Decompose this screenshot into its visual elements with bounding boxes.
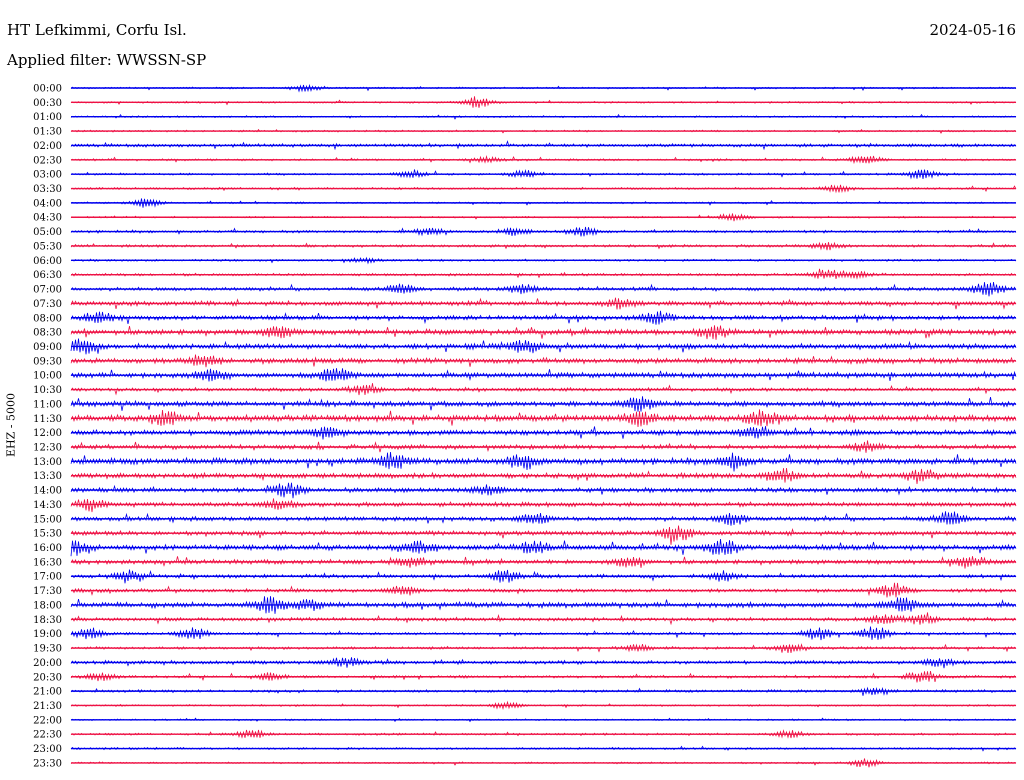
time-label: 16:30 <box>33 557 62 568</box>
time-label: 20:00 <box>33 658 62 669</box>
time-label: 03:00 <box>33 170 62 181</box>
date-label: 2024-05-16 <box>929 21 1016 39</box>
trace-0500 <box>70 226 1017 237</box>
time-label: 08:30 <box>33 328 62 339</box>
time-label: 03:30 <box>33 184 62 195</box>
time-label: 09:30 <box>33 356 62 367</box>
trace-1800 <box>70 596 1017 614</box>
trace-0630 <box>70 268 1017 280</box>
time-label: 06:00 <box>33 256 62 267</box>
trace-0930 <box>70 354 1017 368</box>
time-label: 22:30 <box>33 730 62 741</box>
trace-1530 <box>70 525 1017 545</box>
time-label: 15:00 <box>33 514 62 525</box>
time-label: 07:00 <box>33 285 62 296</box>
time-label: 07:30 <box>33 299 62 310</box>
time-label: 12:30 <box>33 443 62 454</box>
time-label: 11:00 <box>33 399 62 410</box>
time-label: 14:00 <box>33 486 62 497</box>
time-label: 15:30 <box>33 529 62 540</box>
time-label: 16:00 <box>33 543 62 554</box>
time-label: 01:30 <box>33 127 62 138</box>
time-label: 06:30 <box>33 270 62 281</box>
station-title: HT Lefkimmi, Corfu Isl. <box>7 21 187 39</box>
trace-0800 <box>70 310 1017 325</box>
time-label: 01:00 <box>33 112 62 123</box>
trace-2000 <box>70 657 1017 669</box>
trace-1600 <box>70 539 1017 557</box>
trace-1630 <box>70 556 1017 569</box>
trace-0730 <box>70 297 1017 310</box>
time-label: 21:00 <box>33 687 62 698</box>
time-label: 17:30 <box>33 586 62 597</box>
time-label: 13:30 <box>33 471 62 482</box>
time-label: 23:00 <box>33 744 62 755</box>
time-label: 22:00 <box>33 715 62 726</box>
time-label: 13:00 <box>33 457 62 468</box>
time-label: 00:00 <box>33 84 62 95</box>
trace-0830 <box>70 325 1017 340</box>
time-label: 02:30 <box>33 155 62 166</box>
trace-1230 <box>70 440 1017 453</box>
trace-1130 <box>70 409 1017 427</box>
time-label: 05:30 <box>33 241 62 252</box>
trace-1330 <box>70 467 1017 485</box>
time-label: 11:30 <box>33 414 62 425</box>
time-label: 17:00 <box>33 572 62 583</box>
time-label: 23:30 <box>33 758 62 769</box>
time-label: 00:30 <box>33 98 62 109</box>
trace-1400 <box>70 482 1017 499</box>
time-label: 19:00 <box>33 629 62 640</box>
trace-1500 <box>70 511 1017 526</box>
trace-0900 <box>70 338 1017 355</box>
trace-1000 <box>70 368 1017 382</box>
trace-1200 <box>70 426 1017 440</box>
trace-1700 <box>70 569 1017 584</box>
time-label: 19:30 <box>33 644 62 655</box>
time-label: 12:00 <box>33 428 62 439</box>
time-label: 18:30 <box>33 615 62 626</box>
trace-1430 <box>70 498 1017 513</box>
time-label: 04:30 <box>33 213 62 224</box>
time-label: 18:00 <box>33 600 62 611</box>
time-label: 21:30 <box>33 701 62 712</box>
time-label: 14:30 <box>33 500 62 511</box>
time-label: 10:30 <box>33 385 62 396</box>
time-label: 02:00 <box>33 141 62 152</box>
time-label: 05:00 <box>33 227 62 238</box>
time-label: 08:00 <box>33 313 62 324</box>
trace-1300 <box>70 452 1017 472</box>
filter-label: Applied filter: WWSSN-SP <box>7 51 207 69</box>
trace-1100 <box>70 396 1017 412</box>
time-label: 09:00 <box>33 342 62 353</box>
time-label: 10:00 <box>33 371 62 382</box>
trace-1830 <box>70 612 1017 626</box>
time-label: 04:00 <box>33 198 62 209</box>
time-label: 20:30 <box>33 672 62 683</box>
trace-2100 <box>70 686 1017 696</box>
